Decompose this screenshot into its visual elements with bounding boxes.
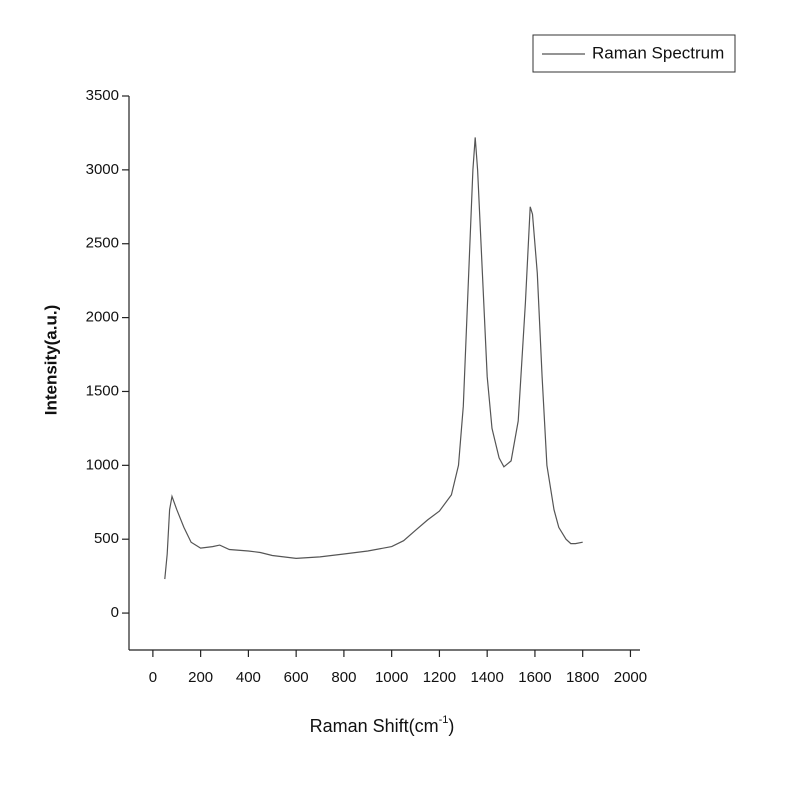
- legend-label: Raman Spectrum: [592, 43, 724, 62]
- x-tick-label: 200: [188, 669, 213, 686]
- x-label-text: Raman Shift(cm: [310, 716, 439, 736]
- x-tick-label: 1000: [375, 669, 408, 686]
- data-line: [164, 137, 583, 580]
- y-tick-label: 1500: [86, 382, 119, 399]
- x-tick-label: 800: [331, 669, 356, 686]
- y-axis-label: Intensity(a.u.): [41, 305, 60, 416]
- x-tick-label: 1200: [423, 669, 456, 686]
- y-tick-label: 2500: [86, 235, 119, 252]
- y-tick-label: 0: [111, 604, 119, 621]
- x-tick-label: 600: [284, 669, 309, 686]
- x-axis-label: Raman Shift(cm-1): [310, 714, 455, 736]
- y-tick-label: 3500: [86, 87, 119, 104]
- x-label-end: ): [448, 716, 454, 736]
- x-tick-label: 1400: [470, 669, 503, 686]
- y-tick-label: 1000: [86, 456, 119, 473]
- x-tick-label: 2000: [614, 669, 647, 686]
- x-tick-label: 1800: [566, 669, 599, 686]
- x-tick-label: 1600: [518, 669, 551, 686]
- x-tick-label: 0: [149, 669, 157, 686]
- x-label-sup: -1: [439, 714, 449, 726]
- y-tick-label: 2000: [86, 309, 119, 326]
- y-tick-label: 3000: [86, 161, 119, 178]
- x-tick-label: 400: [236, 669, 261, 686]
- y-tick-label: 500: [94, 530, 119, 547]
